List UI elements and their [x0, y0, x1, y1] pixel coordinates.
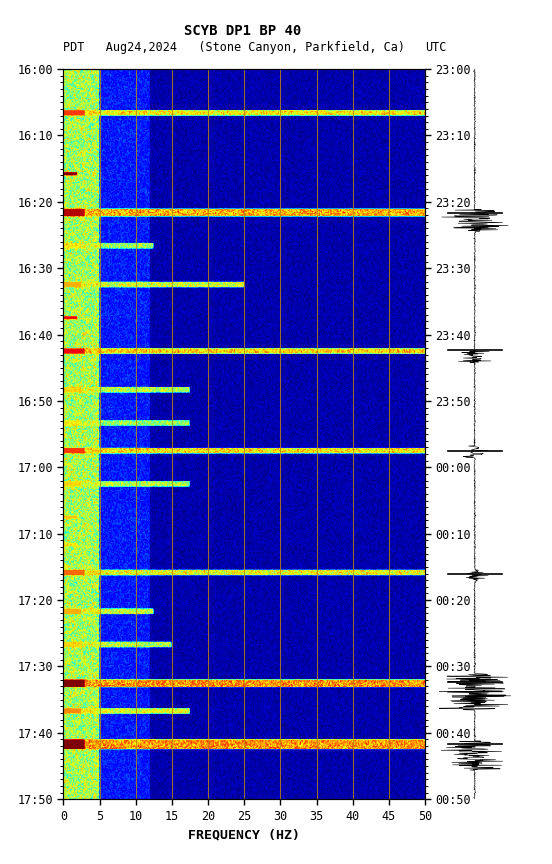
X-axis label: FREQUENCY (HZ): FREQUENCY (HZ): [188, 829, 300, 842]
Text: UTC: UTC: [425, 41, 447, 54]
Text: PDT   Aug24,2024   (Stone Canyon, Parkfield, Ca): PDT Aug24,2024 (Stone Canyon, Parkfield,…: [63, 41, 406, 54]
Text: SCYB DP1 BP 40: SCYB DP1 BP 40: [184, 24, 301, 38]
